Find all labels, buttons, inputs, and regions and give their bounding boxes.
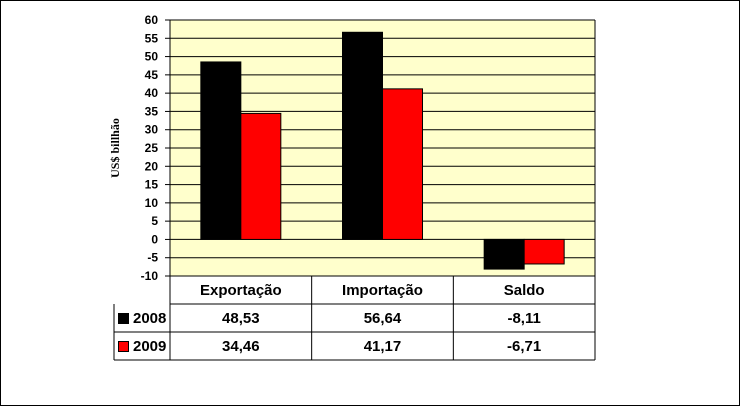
y-tick-label: 10 (145, 196, 159, 210)
y-tick-label: 25 (145, 141, 159, 155)
y-tick-label: 50 (145, 50, 159, 64)
bar-2008-0 (200, 61, 242, 240)
table-cell-2008-0: 48,53 (222, 309, 260, 327)
y-tick-label: 40 (145, 86, 159, 100)
y-tick-label: 0 (151, 232, 158, 246)
y-tick-label: 60 (145, 13, 159, 27)
table-header-1: Importação (342, 281, 423, 299)
legend-entry-2009: 2009 (114, 332, 170, 360)
legend-entry-2008: 2008 (114, 304, 170, 332)
y-tick-label: 30 (145, 123, 159, 137)
y-tick-label: -10 (141, 269, 159, 283)
bar-2009-2 (523, 238, 565, 265)
table-cell-2008-1: 56,64 (363, 309, 402, 327)
legend-swatch (118, 312, 129, 324)
y-tick-label: 45 (145, 68, 159, 82)
y-tick-label: 35 (145, 104, 159, 118)
y-tick-label: 55 (145, 31, 159, 45)
y-tick-label: 5 (151, 214, 158, 228)
legend-label: 2008 (133, 309, 167, 327)
legend-label: 2009 (133, 337, 167, 355)
table-cell-2008-2: -8,11 (507, 309, 541, 327)
bar-2009-0 (240, 112, 282, 240)
table-cell-2009-1: 41,17 (363, 337, 402, 355)
legend-swatch (118, 340, 129, 352)
y-tick-label: 15 (145, 178, 159, 192)
bar-2008-1 (342, 31, 383, 240)
table-header-2: Saldo (503, 281, 545, 299)
table-cell-2009-2: -6,71 (507, 337, 542, 355)
y-tick-label: 20 (145, 159, 159, 173)
bar-2008-2 (483, 238, 525, 270)
table-cell-2009-0: 34,46 (222, 337, 260, 355)
bar-2009-1 (382, 88, 423, 240)
table-header-0: Exportação (199, 281, 282, 299)
y-tick-label: -5 (147, 251, 158, 265)
